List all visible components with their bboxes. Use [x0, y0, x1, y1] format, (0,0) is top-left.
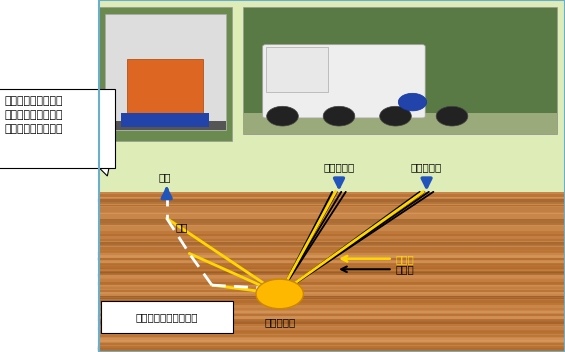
- Bar: [99, 271, 565, 275]
- FancyBboxPatch shape: [263, 45, 425, 118]
- FancyBboxPatch shape: [0, 89, 115, 168]
- Text: 直達波: 直達波: [396, 264, 414, 274]
- Bar: [99, 192, 565, 352]
- Bar: [243, 7, 557, 134]
- Bar: [243, 113, 557, 134]
- Bar: [266, 47, 328, 92]
- Wedge shape: [256, 279, 303, 309]
- Bar: [99, 296, 565, 299]
- Bar: [105, 121, 226, 130]
- Circle shape: [380, 106, 411, 126]
- Polygon shape: [93, 162, 110, 176]
- Circle shape: [323, 106, 355, 126]
- Bar: [99, 7, 232, 141]
- Bar: [101, 301, 233, 333]
- Bar: [99, 321, 565, 324]
- Bar: [127, 59, 203, 120]
- Text: 地熱貯留域: 地熱貯留域: [264, 317, 295, 327]
- Text: 光ファイバーで地震
波を計測・分析して
深部の貯留層を探査: 光ファイバーで地震 波を計測・分析して 深部の貯留層を探査: [5, 96, 63, 134]
- Circle shape: [398, 93, 427, 111]
- Text: 坑井: 坑井: [175, 222, 188, 232]
- Text: 反射波: 反射波: [396, 254, 414, 264]
- Bar: [99, 0, 565, 192]
- Circle shape: [436, 106, 468, 126]
- Text: 坑井内の光ファイバー: 坑井内の光ファイバー: [136, 312, 198, 322]
- Bar: [105, 14, 226, 130]
- Bar: [99, 199, 565, 204]
- Text: 振動装置１: 振動装置１: [323, 163, 355, 172]
- Text: 坑口: 坑口: [158, 172, 171, 182]
- Bar: [256, 289, 303, 294]
- Circle shape: [267, 106, 298, 126]
- Bar: [99, 0, 565, 352]
- Bar: [99, 242, 565, 246]
- Bar: [121, 113, 209, 127]
- Bar: [99, 219, 565, 225]
- Text: 振動装置２: 振動装置２: [411, 163, 442, 172]
